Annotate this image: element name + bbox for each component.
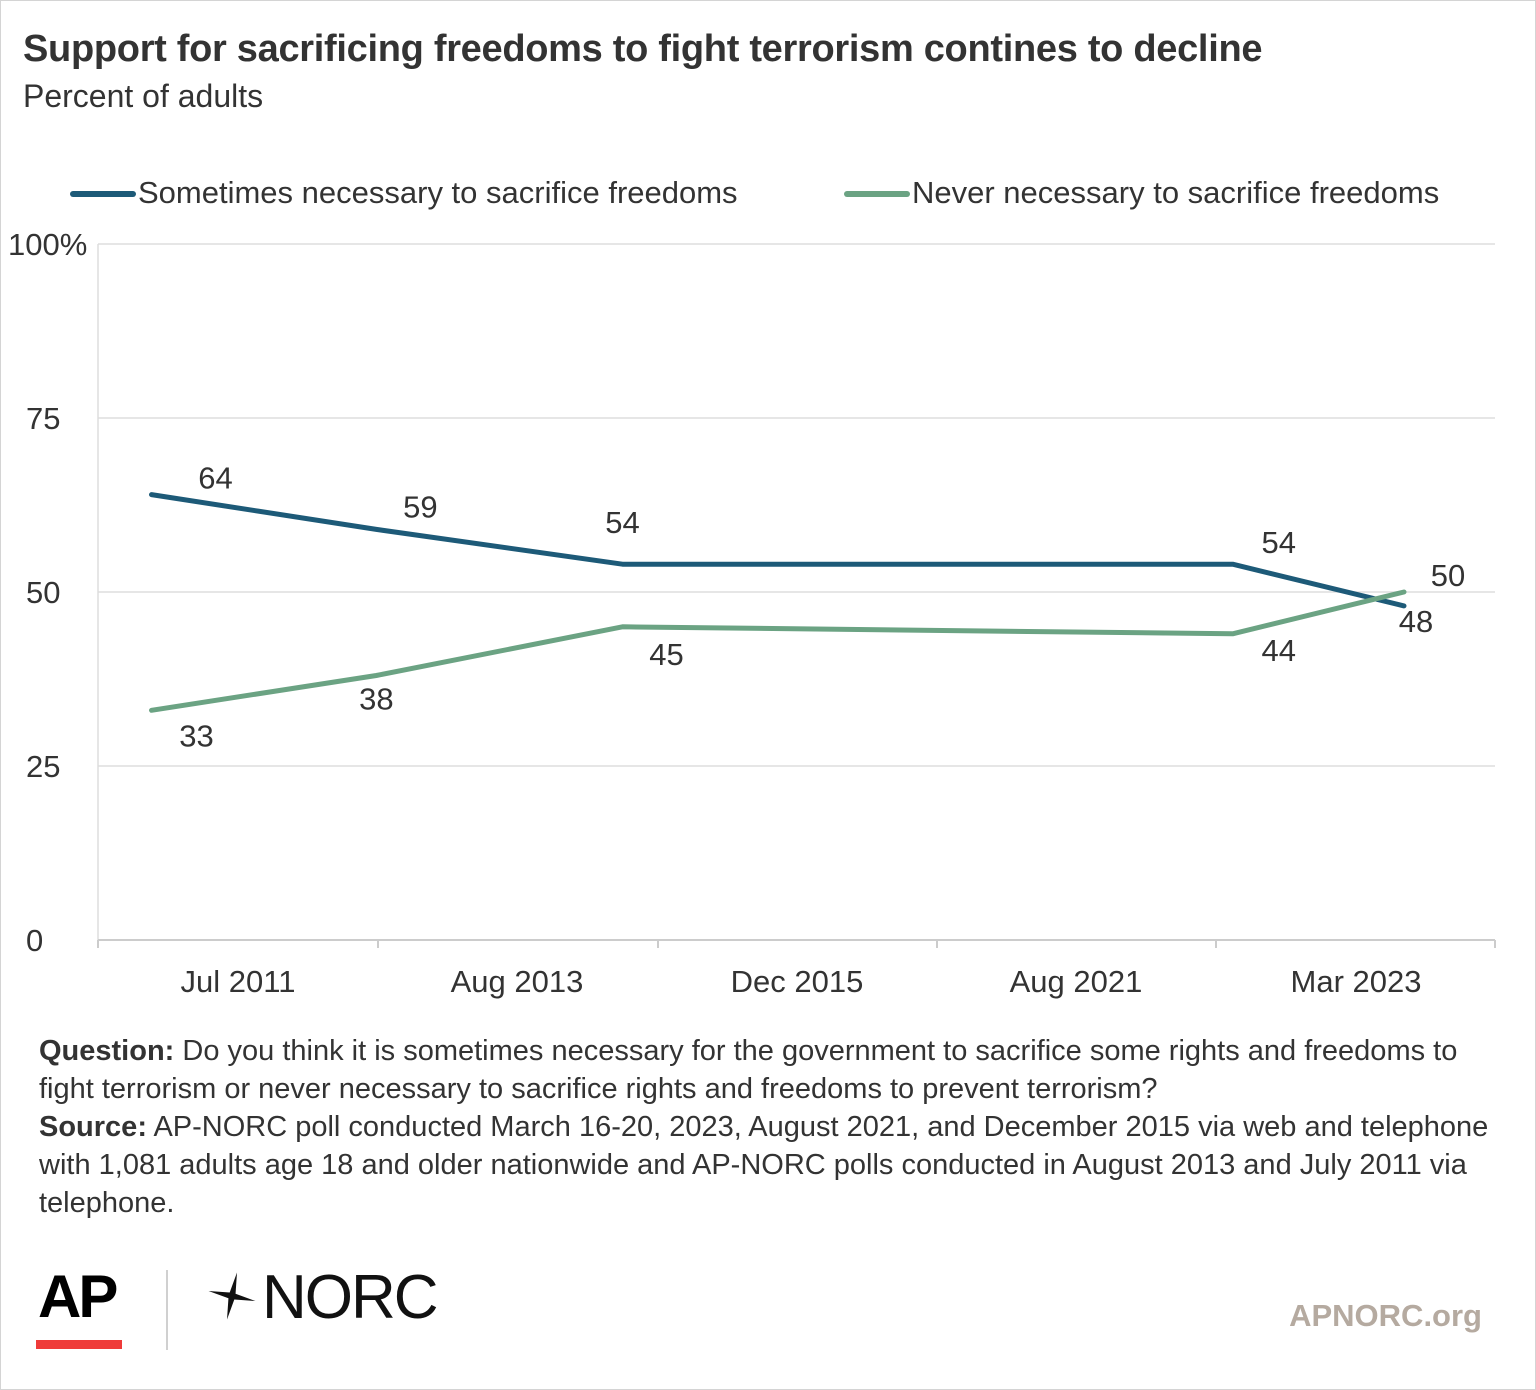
y-tick-label: 50 [26, 575, 60, 610]
data-label-never: 44 [1261, 633, 1295, 668]
question-text: Do you think it is sometimes necessary f… [39, 1035, 1458, 1105]
chart-notes: Question: Do you think it is sometimes n… [39, 1032, 1499, 1222]
data-label-sometimes: 54 [605, 505, 639, 540]
data-label-never: 45 [649, 637, 683, 672]
legend-swatch-sometimes [70, 191, 136, 197]
data-label-sometimes: 59 [403, 489, 437, 524]
legend-label-never: Never necessary to sacrifice freedoms [912, 175, 1440, 210]
source-text: AP-NORC poll conducted March 16-20, 2023… [39, 1111, 1489, 1219]
data-label-sometimes: 64 [198, 461, 232, 496]
source-note: Source: AP-NORC poll conducted March 16-… [39, 1108, 1499, 1222]
site-link[interactable]: APNORC.org [1289, 1298, 1482, 1333]
data-label-sometimes: 48 [1399, 604, 1433, 639]
x-tick-label: Dec 2015 [731, 964, 864, 999]
norc-logo: NORC [262, 1263, 439, 1332]
data-label-never: 33 [179, 718, 213, 753]
x-tick-label: Aug 2021 [1010, 964, 1143, 999]
x-tick-label: Jul 2011 [181, 964, 296, 999]
line-never [149, 589, 1407, 713]
y-tick-label: 0 [26, 923, 43, 958]
norc-star-icon [208, 1272, 256, 1320]
y-tick-label: 75 [26, 401, 60, 436]
ap-logo-bar [36, 1340, 122, 1349]
x-tick-label: Aug 2013 [451, 964, 584, 999]
legend-swatch-never [844, 191, 910, 197]
question-label: Question: [39, 1035, 175, 1067]
x-tick-label: Mar 2023 [1291, 964, 1422, 999]
source-label: Source: [39, 1111, 147, 1143]
line-chart: 0 25 50 75 100% Jul 2011 Aug 2013 Dec 2015 Aug 2… [8, 227, 1496, 999]
data-label-sometimes: 54 [1261, 525, 1295, 560]
question-note: Question: Do you think it is sometimes n… [39, 1032, 1499, 1108]
y-tick-label: 100% [8, 227, 87, 262]
y-tick-label: 25 [26, 749, 60, 784]
legend-label-sometimes: Sometimes necessary to sacrifice freedom… [138, 175, 738, 210]
line-sometimes [149, 492, 1407, 609]
data-label-never: 50 [1431, 558, 1465, 593]
logo-divider [166, 1270, 168, 1350]
chart-title: Support for sacrificing freedoms to figh… [23, 28, 1263, 70]
data-label-never: 38 [359, 682, 393, 717]
chart-subtitle: Percent of adults [23, 78, 264, 114]
ap-logo: AP [38, 1263, 118, 1330]
